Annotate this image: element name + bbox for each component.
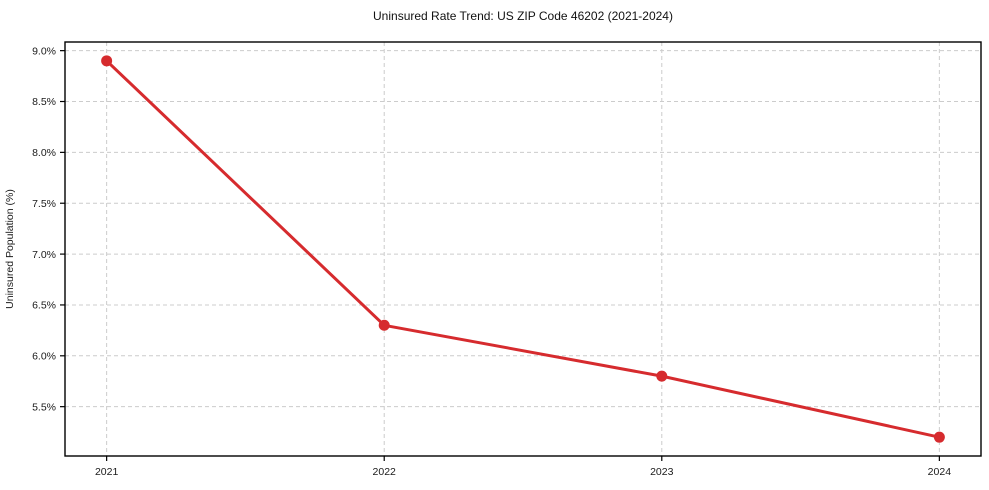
y-axis-label: Uninsured Population (%) [4,189,16,309]
plot-border [64,41,982,457]
y-tick-label: 5.5% [32,401,56,413]
x-tick-label: 2021 [95,466,119,478]
data-point-2023 [656,370,668,382]
x-tick-label: 2023 [650,466,674,478]
chart-title: Uninsured Rate Trend: US ZIP Code 46202 … [373,9,673,23]
data-point-2024 [933,431,945,443]
y-tick-label: 6.5% [32,300,56,312]
y-tick-label: 8.0% [32,147,56,159]
data-point-2021 [101,55,113,67]
y-tick-label: 6.0% [32,350,56,362]
trend-line [105,59,941,439]
y-tick-label: 7.5% [32,198,56,210]
data-point-2022 [378,319,390,331]
x-tick-label: 2024 [928,466,952,478]
y-tick-label: 7.0% [32,249,56,261]
x-tick-label: 2022 [373,466,397,478]
y-tick-label: 9.0% [32,45,56,57]
y-tick-label: 8.5% [32,96,56,108]
